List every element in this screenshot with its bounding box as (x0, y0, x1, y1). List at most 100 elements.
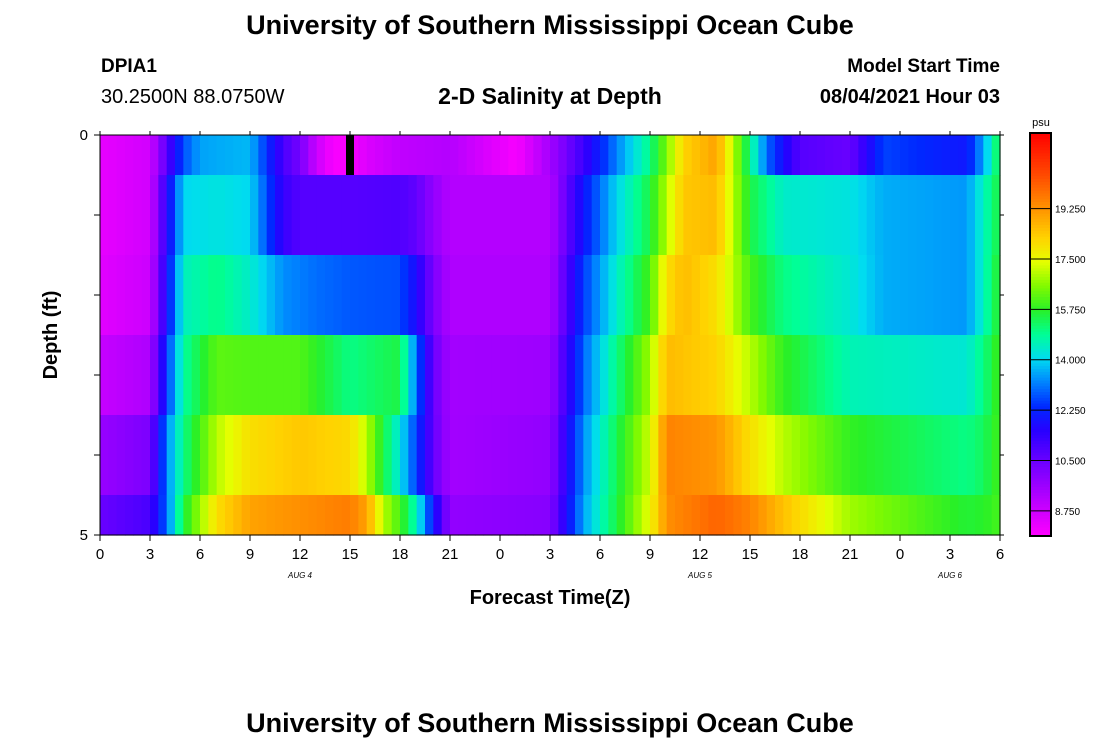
heatmap-cell (233, 135, 243, 176)
heatmap-cell (166, 175, 176, 256)
colorbar-swatch (1030, 282, 1051, 287)
heatmap-cell (825, 335, 834, 416)
heatmap-cell (216, 175, 226, 256)
heatmap-cell (250, 255, 259, 336)
heatmap-cell (241, 175, 251, 256)
colorbar-swatch (1030, 184, 1051, 189)
heatmap-cell (275, 495, 284, 536)
heatmap-cell (825, 135, 834, 176)
heatmap-cell (250, 335, 259, 416)
heatmap-cell (208, 495, 218, 536)
heatmap-cell (425, 495, 434, 536)
colorbar-swatch (1030, 135, 1051, 140)
heatmap-cell (616, 335, 626, 416)
heatmap-cell (391, 135, 401, 176)
colorbar-swatch (1030, 141, 1051, 146)
heatmap-cell (775, 175, 784, 256)
heatmap-cell (625, 175, 634, 256)
heatmap-cell (550, 495, 559, 536)
heatmap-cell (941, 335, 951, 416)
heatmap-cell (108, 255, 118, 336)
heatmap-cell (991, 255, 1001, 336)
heatmap-cell (375, 335, 384, 416)
heatmap-cell (766, 495, 776, 536)
heatmap-cell (433, 135, 443, 176)
colorbar-swatch (1030, 489, 1051, 494)
heatmap-cell (233, 255, 243, 336)
heatmap-cell (333, 495, 343, 536)
heatmap-cell (158, 415, 168, 496)
heatmap-cell (850, 175, 859, 256)
heatmap-cell (541, 335, 551, 416)
heatmap-cell (941, 415, 951, 496)
heatmap-cell (408, 415, 418, 496)
colorbar-swatch (1030, 170, 1051, 174)
heatmap-cell (158, 255, 168, 336)
heatmap-cell (908, 135, 918, 176)
heatmap-cell (525, 335, 534, 416)
heatmap-cell (700, 415, 709, 496)
heatmap-cell (533, 335, 543, 416)
heatmap-cell (275, 335, 284, 416)
heatmap-cell (583, 255, 593, 336)
heatmap-cell (508, 255, 518, 336)
heatmap-cell (716, 135, 726, 176)
heatmap-cell (575, 255, 584, 336)
colorbar-swatch (1030, 504, 1051, 508)
colorbar-swatch (1030, 245, 1051, 249)
heatmap-cell (883, 135, 893, 176)
heatmap-cell (433, 255, 443, 336)
heatmap-cell (825, 415, 834, 496)
heatmap-cell (900, 415, 909, 496)
heatmap-cell (575, 495, 584, 536)
heatmap-cell (558, 335, 568, 416)
colorbar-tick-label: 17.500 (1055, 255, 1086, 266)
heatmap-cell (875, 335, 884, 416)
x-tick-label: 12 (692, 546, 709, 563)
heatmap-cell (841, 135, 851, 176)
heatmap-cell (750, 335, 759, 416)
colorbar-swatch (1030, 337, 1051, 341)
colorbar-swatch (1030, 484, 1051, 488)
heatmap-cell (950, 175, 959, 256)
heatmap-cell (141, 415, 151, 496)
heatmap-cell (166, 415, 176, 496)
heatmap-cell (983, 495, 993, 536)
heatmap-cell (933, 415, 943, 496)
heatmap-cell (691, 175, 701, 256)
heatmap-cell (683, 255, 693, 336)
colorbar-tick-label: 8.750 (1055, 507, 1080, 518)
heatmap-cell (741, 175, 751, 256)
heatmap-cell (608, 335, 618, 416)
heatmap-cell (300, 415, 309, 496)
colorbar-swatch (1030, 216, 1051, 220)
colorbar-swatch (1030, 524, 1051, 528)
page-title: University of Southern Mississippi Ocean… (246, 10, 854, 40)
colorbar-swatch (1030, 377, 1051, 382)
heatmap-cell (541, 495, 551, 536)
heatmap-cell (316, 135, 326, 176)
heatmap-cell (641, 335, 651, 416)
heatmap-cell (425, 415, 434, 496)
heatmap-cell (766, 255, 776, 336)
heatmap-cell (316, 175, 326, 256)
heatmap-cell (225, 335, 234, 416)
heatmap-cell (733, 255, 743, 336)
colorbar-swatch (1030, 153, 1051, 157)
heatmap-cell (400, 335, 409, 416)
heatmap-cell (241, 255, 251, 336)
heatmap-cell (100, 135, 109, 176)
heatmap-cell (633, 495, 643, 536)
heatmap-cell (966, 255, 976, 336)
colorbar-swatch (1030, 328, 1051, 333)
heatmap-cell (908, 335, 918, 416)
heatmap-cell (475, 255, 484, 336)
heatmap-cell (808, 175, 818, 256)
heatmap-cell (591, 175, 601, 256)
heatmap-cell (800, 175, 809, 256)
heatmap-cell (950, 415, 959, 496)
heatmap-cell (541, 415, 551, 496)
heatmap-cell (500, 135, 509, 176)
heatmap-cell (808, 255, 818, 336)
heatmap-cell (133, 255, 143, 336)
